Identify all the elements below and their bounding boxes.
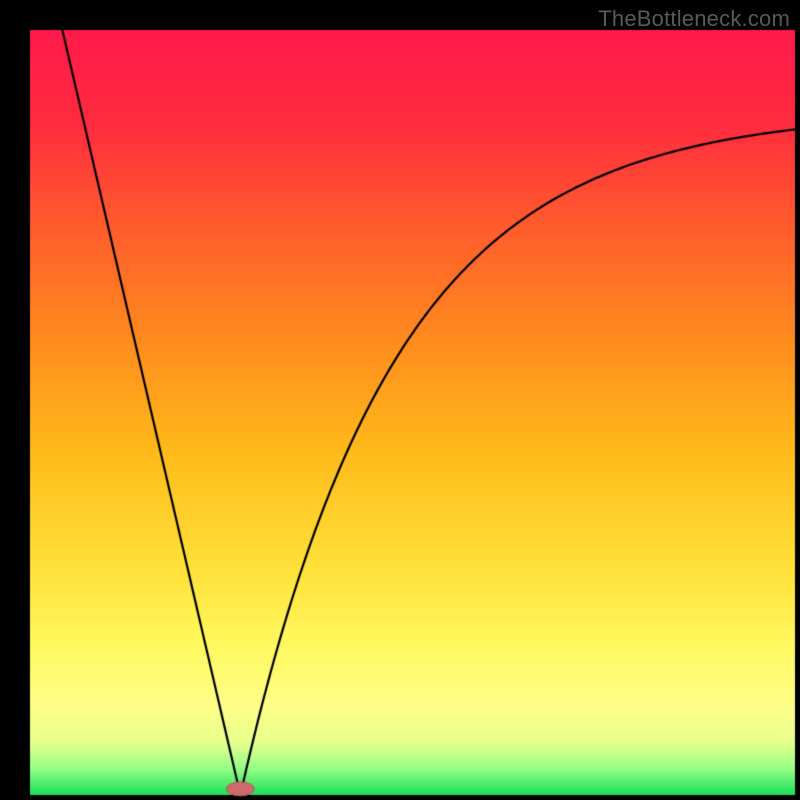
watermark-text: TheBottleneck.com xyxy=(598,6,790,32)
chart-stage: TheBottleneck.com xyxy=(0,0,800,800)
bottleneck-curve-chart xyxy=(0,0,800,800)
